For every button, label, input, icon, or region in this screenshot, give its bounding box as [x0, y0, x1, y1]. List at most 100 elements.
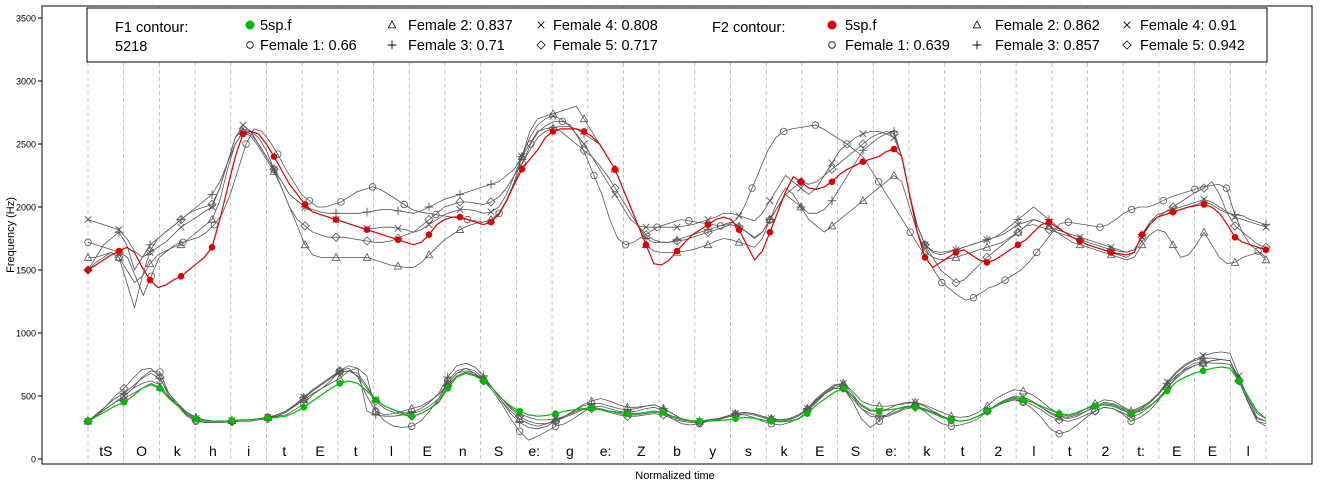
f2-female-1-series-point: [1064, 218, 1073, 226]
segment-label: t: [961, 443, 965, 459]
f2-main-series-point: [735, 226, 743, 233]
f2-main-series-point: [1169, 208, 1177, 216]
f1-female-5-series-point: [335, 367, 345, 377]
f2-female-5-series-point: [827, 164, 837, 174]
f1-main-series-point: [876, 407, 883, 415]
f2-main-series-point: [84, 266, 92, 274]
f2-main-series-point: [1076, 237, 1084, 245]
f2-female-5-series-point: [610, 183, 620, 193]
segment-label: i: [247, 443, 250, 459]
y-tick-label: 2000: [16, 203, 36, 213]
segment-label: b: [673, 443, 681, 459]
f1-main-series-point: [840, 385, 847, 392]
f2-female-2-series-point: [207, 214, 217, 223]
segment-label: E: [815, 443, 824, 459]
f2-main-series-point: [332, 216, 340, 223]
f1-female-3-series-point: [515, 418, 524, 427]
f1-female-1-series-line: [87, 361, 1267, 441]
f2-female-5-series: [83, 124, 1271, 310]
segment-label: g: [566, 443, 574, 459]
f2-female-1-series-point: [84, 238, 92, 246]
f2-female-5-series-point: [1199, 183, 1209, 193]
f2-female-1-series-point: [874, 178, 883, 186]
f2-female-5-series-point: [362, 236, 372, 246]
f1-main-series-point: [84, 417, 92, 425]
f2-female-3-series-point: [362, 207, 372, 217]
f1-main-series-point: [947, 416, 955, 424]
f2-female-2-series-point: [114, 252, 124, 261]
f1-main-series-point: [983, 407, 991, 415]
f2-female-5-series-point: [579, 145, 589, 155]
f1-main-series-point: [1091, 402, 1099, 410]
legend-entry-label: Female 4: 0.808: [553, 18, 658, 34]
f1-female-4-series-point: [1199, 352, 1207, 360]
f1-main-series-point: [156, 385, 164, 392]
f2-main-series-point: [828, 178, 836, 186]
f1-female-1-series-point: [408, 422, 416, 430]
y-axis: 0 500 1000 1500 2000 2500 3000 3500: [16, 14, 42, 465]
f1-female-3-series-point: [1162, 379, 1172, 388]
legend-entry-label: Female 3: 0.71: [408, 38, 505, 54]
f1-female-4-series-point: [120, 392, 128, 400]
f1-main-series-point: [911, 404, 919, 411]
f1-main-series-point: [660, 409, 667, 416]
f1-female-5-series-point: [514, 411, 525, 421]
f2-female-3-series-point: [424, 202, 434, 212]
f1-female-1-series-point: [515, 427, 524, 435]
f2-female-3-series-point: [207, 190, 217, 199]
f1-main-series-point: [1235, 377, 1243, 385]
legend-entry-label: Female 5: 0.942: [1140, 38, 1245, 54]
y-tick-label: 3500: [16, 14, 36, 24]
f2-female-5-series-point: [176, 214, 186, 225]
legend-entry-label: Female 2: 0.837: [408, 18, 513, 34]
f1-main-series-point: [264, 414, 272, 422]
f2-main-series-point: [549, 128, 557, 135]
f2-main-series-point: [580, 128, 588, 135]
segment-label: O: [136, 443, 147, 459]
segment-label: S: [494, 443, 503, 459]
y-tick-label: 3000: [16, 77, 36, 87]
f1-main-series-point: [192, 415, 200, 422]
f2-female-2-series-point: [1168, 240, 1178, 249]
legend-entry-label: Female 1: 0.66: [260, 38, 357, 54]
f2-female-2-series-point: [734, 237, 744, 246]
f2-female-1-series-point: [748, 184, 756, 192]
f2-main-series-point: [1138, 231, 1146, 239]
y-tick-label: 500: [21, 392, 36, 402]
f2-female-1-series-point: [1127, 205, 1136, 214]
f2-female-3-series-point: [1013, 215, 1023, 224]
f1-female-2-series-point: [1018, 386, 1028, 395]
f2-main-series-point: [921, 254, 929, 261]
segment-label: t: [282, 443, 286, 459]
legend-entry-label: Female 5: 0.717: [553, 38, 658, 54]
y-tick-label: 0: [31, 455, 36, 465]
f1-female-5-series-point: [550, 416, 561, 426]
f1-main-series-point: [1127, 410, 1135, 417]
f2-main-series-point: [1014, 241, 1022, 249]
f2-female-4-series-point: [1107, 243, 1115, 251]
f2-female-4-series-point: [394, 224, 402, 233]
segment-label: S: [851, 443, 860, 459]
f2-female-5-series-point: [672, 236, 682, 246]
f2-female-5-series-point: [1044, 225, 1054, 235]
f2-main-series-point: [456, 213, 464, 221]
f2-female-4-series-point: [84, 215, 92, 224]
f2-female-2-series-point: [393, 261, 403, 270]
f1-female-4-series-line: [87, 351, 1267, 422]
f2-female-2-series-point: [424, 250, 434, 259]
f2-female-1-series-point: [558, 117, 567, 126]
legend-marker: [827, 20, 837, 30]
legend-entry-label: Female 1: 0.639: [845, 38, 950, 54]
legend-f2-title: F2 contour:: [712, 20, 785, 36]
f1-main-series-point: [408, 412, 416, 420]
f2-female-1-series-line: [87, 120, 1267, 301]
f1-main-series-point: [588, 405, 595, 412]
f2-female-1-series-point: [1159, 196, 1167, 205]
f2-female-1-series-point: [780, 127, 788, 136]
legend-entry-label: 5sp.f: [845, 18, 877, 34]
f1-main-series-point: [372, 396, 380, 404]
f2-main-series-point: [797, 178, 805, 186]
f2-main-series-point: [301, 201, 309, 208]
